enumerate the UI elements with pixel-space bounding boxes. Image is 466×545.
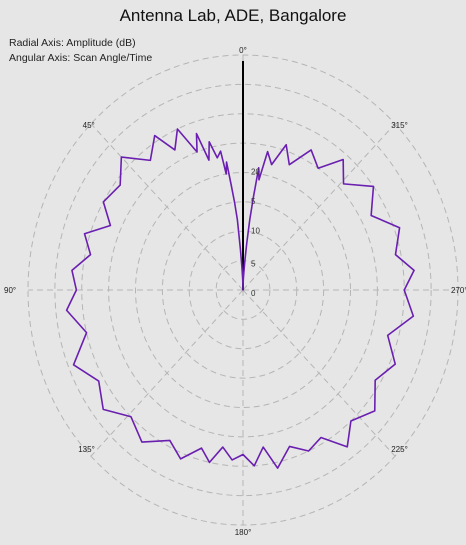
angle-tick-label-1: 45° [83,121,95,130]
grid-spoke-1 [90,123,244,291]
radial-tick-label-0: 0 [251,289,256,298]
angle-tick-label-5: 225° [391,445,408,454]
angle-tick-label-4: 180° [235,528,252,537]
grid-ring-7 [54,83,432,497]
radial-tick-label-4: 20 [251,168,260,177]
chart-title: Antenna Lab, ADE, Bangalore [119,6,347,25]
radial-tick-label-1: 5 [251,260,256,269]
angle-tick-label-3: 135° [78,445,95,454]
radial-tick-label-2: 10 [251,226,260,235]
radial-tick-label-3: 5 [251,197,256,206]
angle-tick-label-0: 0° [239,46,247,55]
angle-tick-label-6: 270° [451,286,466,295]
grid-spoke-3 [90,289,244,457]
series-line-0 [65,128,415,469]
angle-tick-label-7: 315° [391,121,408,130]
grid-spoke-7 [242,123,396,291]
tick-labels: 0° 45° 90° 135° 180° 225° 270° 315° 0 5 10 5 20 [4,46,466,537]
radial-axis-label: Radial Axis: Amplitude (dB) [9,37,136,49]
series-layer [65,128,415,469]
angular-axis-label: Angular Axis: Scan Angle/Time [9,52,153,64]
angle-tick-label-2: 90° [4,286,16,295]
grid-spoke-5 [242,289,396,457]
